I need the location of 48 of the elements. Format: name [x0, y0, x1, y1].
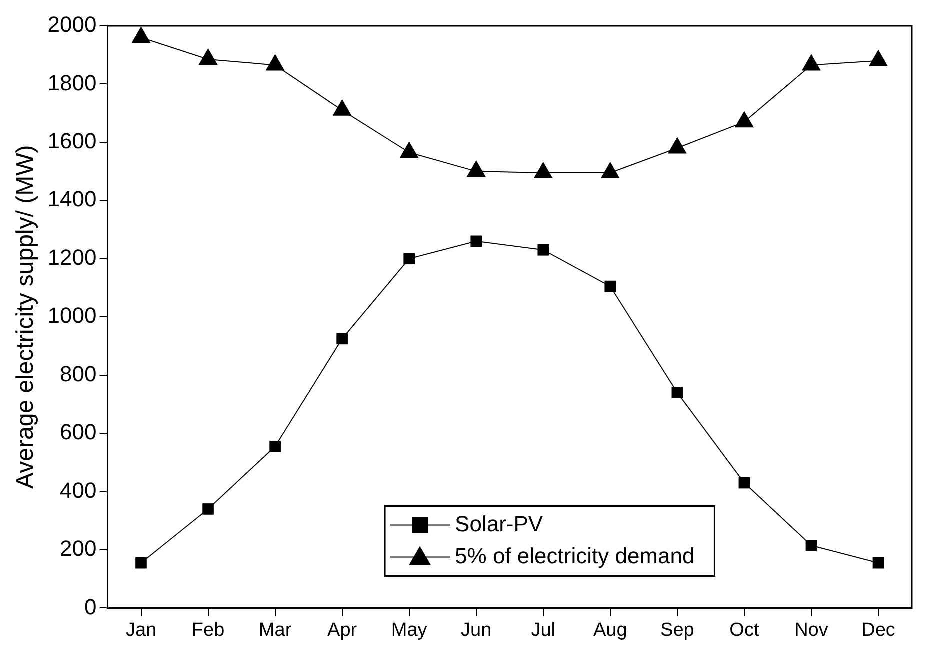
point [336, 333, 348, 345]
point [738, 477, 750, 489]
y-tick-label: 1000 [48, 303, 97, 328]
point [466, 160, 486, 178]
legend-label: Solar-PV [455, 511, 544, 536]
y-tick-label: 800 [60, 361, 97, 386]
x-tick-label: Aug [593, 620, 628, 641]
x-tick-label: Sep [660, 620, 694, 641]
x-tick-label: Mar [258, 620, 292, 641]
point [868, 50, 888, 66]
x-tick-label: Jul [531, 620, 556, 641]
point [132, 26, 151, 44]
x-tick-label: Dec [862, 620, 896, 641]
point [400, 142, 419, 158]
point [872, 557, 884, 569]
point [806, 540, 818, 552]
point [270, 440, 281, 452]
point [538, 244, 550, 256]
point [198, 48, 218, 65]
point [332, 99, 352, 116]
y-tick-label: 1600 [48, 128, 97, 154]
x-tick-label: Nov [794, 620, 829, 641]
point [668, 137, 687, 154]
x-tick-label: May [391, 620, 428, 641]
point [604, 280, 616, 292]
point [600, 162, 620, 179]
point [136, 557, 147, 569]
y-tick-label: 1200 [48, 244, 97, 270]
x-tick-label: Jan [126, 620, 157, 641]
y-tick-label: 2000 [48, 12, 97, 38]
point [202, 504, 214, 515]
y-axis-title: Average electricity supply/ (MW) [12, 145, 40, 489]
x-tick-label: Oct [730, 620, 760, 641]
y-tick-label: 600 [60, 420, 97, 445]
x-tick-label: Apr [328, 620, 358, 641]
point [734, 111, 754, 128]
legend-label: 5% of electricity demand [455, 543, 695, 568]
x-tick-label: Jun [461, 620, 492, 641]
y-tick-label: 1400 [48, 186, 97, 212]
point [672, 387, 684, 398]
point [266, 54, 285, 71]
point [802, 54, 821, 71]
y-tick-label: 0 [84, 594, 97, 620]
point [534, 162, 553, 179]
y-tick-label: 200 [60, 536, 97, 562]
x-tick-label: Feb [192, 620, 225, 641]
y-tick-label: 1800 [48, 70, 97, 96]
y-tick-label: 400 [60, 478, 97, 503]
